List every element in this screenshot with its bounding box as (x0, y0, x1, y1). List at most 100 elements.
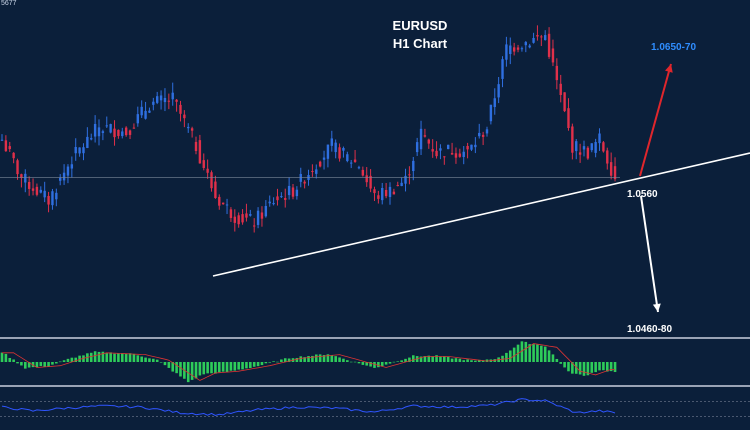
oscillator-bar (353, 361, 357, 363)
candle-body (16, 160, 19, 175)
oscillator-bar (39, 362, 43, 366)
oscillator-bar (439, 356, 442, 362)
candle-body (330, 138, 333, 146)
chart-title-symbol: EURUSD (392, 18, 448, 33)
candle-body (400, 182, 403, 187)
candle-body (520, 48, 524, 50)
oscillator-bar (51, 362, 54, 365)
oscillator-bar (190, 362, 194, 380)
oscillator-bar (590, 362, 594, 373)
oscillator-bar (474, 360, 477, 362)
candle-body (62, 172, 66, 181)
candle-body (415, 142, 419, 153)
bear-scenario-arrow-head (652, 303, 661, 312)
candle-body (86, 136, 89, 149)
candle-body (128, 130, 132, 135)
candle-body (152, 101, 155, 105)
oscillator-bar (4, 353, 8, 362)
oscillator-bar (35, 362, 39, 368)
oscillator-bar (396, 361, 400, 362)
candle-body (571, 126, 574, 153)
candle-body (478, 132, 481, 137)
candle-body (124, 127, 128, 136)
oscillator-bar (349, 361, 353, 363)
candle-body (431, 149, 434, 152)
candle-body (148, 110, 151, 113)
candle-body (43, 190, 46, 198)
oscillator-bar (144, 357, 147, 362)
oscillator-bar (8, 358, 12, 362)
oscillator-bar (373, 362, 376, 368)
candle-body (113, 128, 116, 138)
oscillator-bar (105, 353, 109, 362)
candle-body (136, 114, 139, 124)
bear-scenario-arrow (640, 195, 659, 313)
oscillator-bar (268, 362, 272, 363)
candle-body (97, 127, 101, 137)
oscillator-bar (58, 361, 62, 363)
candle-body (555, 65, 559, 81)
oscillator-bar (605, 362, 609, 372)
rsi-line (1, 398, 616, 417)
candle-body (528, 45, 531, 48)
oscillator-bar (520, 341, 524, 362)
candle-body (470, 144, 473, 150)
oscillator-bar (454, 358, 458, 362)
candle-body (439, 148, 442, 151)
candle-body (544, 35, 547, 41)
candle-body (443, 156, 446, 158)
candle-body (8, 146, 11, 150)
candle-body (497, 84, 500, 98)
candle-body (419, 128, 423, 150)
candle-body (326, 144, 330, 159)
oscillator-bar (338, 357, 341, 362)
oscillator-bar (179, 362, 182, 377)
oscillator-bar (598, 362, 601, 371)
candle-body (291, 187, 295, 197)
bear-target-label: 1.0460-80 (627, 324, 673, 335)
oscillator-bar (206, 362, 209, 374)
candle-body (590, 143, 593, 151)
oscillator-bar (241, 362, 244, 370)
oscillator-bar (109, 352, 112, 362)
candle-body (210, 172, 213, 189)
oscillator-bar (62, 360, 66, 362)
oscillator-bar (140, 356, 143, 362)
candle-body (353, 159, 357, 162)
oscillator-bar (276, 361, 279, 363)
oscillator-bar (23, 362, 27, 369)
candle-body (260, 212, 264, 219)
candle-body (346, 154, 349, 162)
candle-body (284, 198, 287, 200)
oscillator-bar (613, 362, 617, 373)
oscillator-bar (536, 344, 539, 362)
oscillator-bar (594, 362, 597, 373)
candle-body (194, 141, 198, 152)
candle-body (303, 181, 306, 184)
oscillator-bar (318, 354, 322, 362)
oscillator-signal-line (2, 343, 616, 381)
oscillator-bar (408, 357, 411, 362)
candle-body (563, 92, 566, 112)
candle-body (369, 175, 372, 189)
oscillator-bar (481, 360, 485, 362)
oscillator-bar (136, 355, 140, 362)
oscillator-bar (233, 362, 237, 371)
oscillator-bar (295, 357, 299, 362)
candle-body (0, 139, 4, 141)
candle-body (361, 169, 365, 176)
candle-body (280, 196, 283, 198)
scenario-arrows (639, 63, 673, 313)
candle-body (187, 126, 190, 129)
oscillator-bar (377, 362, 380, 368)
oscillator-bar (400, 360, 403, 362)
oscillator-bar (93, 351, 97, 362)
candle-body (516, 47, 520, 50)
candle-body (253, 225, 256, 227)
candle-body (373, 189, 376, 194)
candle-body (59, 177, 62, 181)
candle-body (20, 174, 23, 178)
oscillator-bar (446, 356, 450, 362)
